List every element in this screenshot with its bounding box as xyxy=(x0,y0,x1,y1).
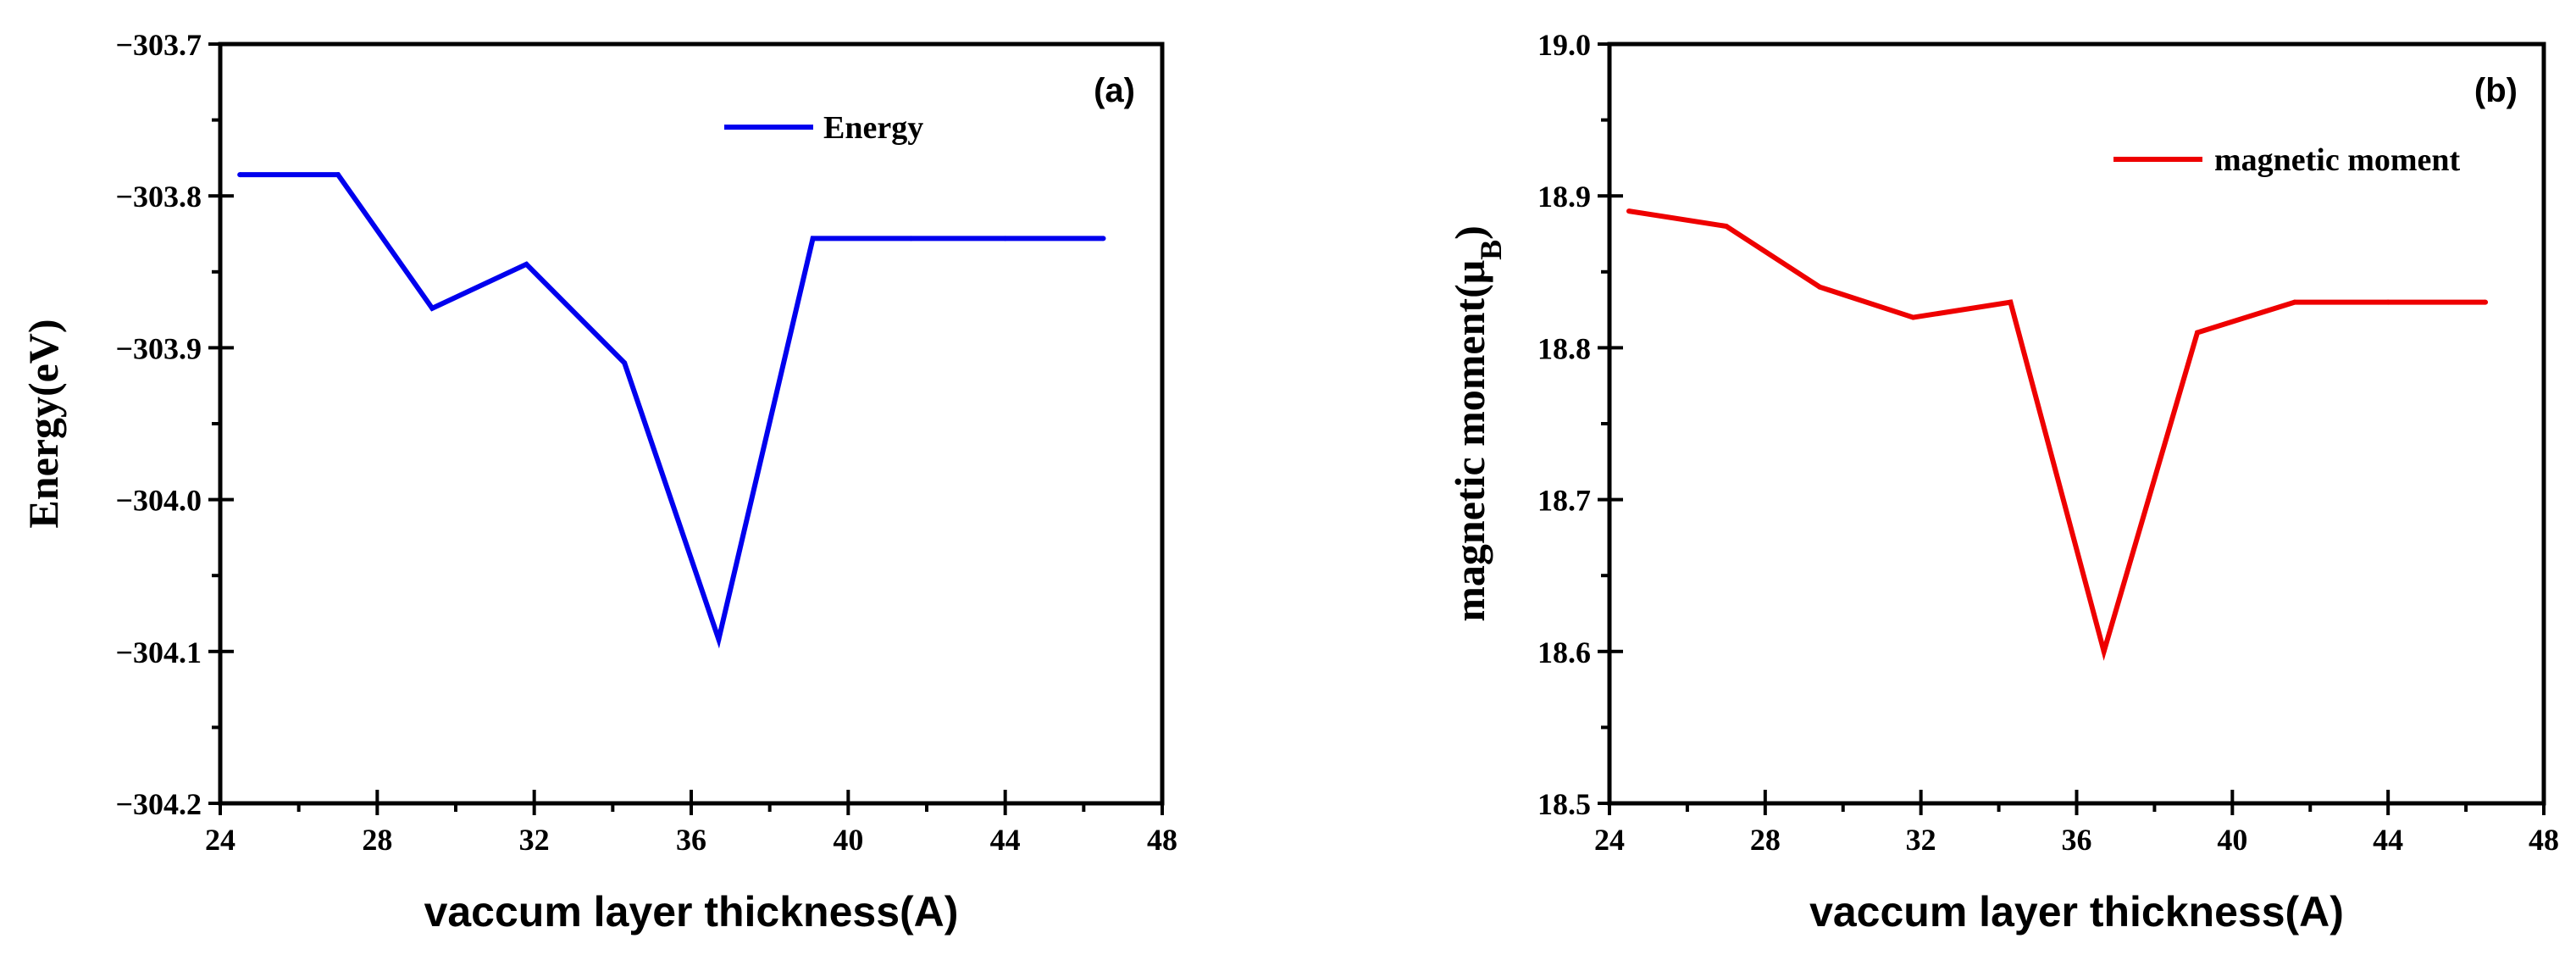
panel-a-data-point xyxy=(524,261,529,267)
panel-a-x-tick-label: 48 xyxy=(1147,823,1177,857)
panel-a-y-tick-label: −304.2 xyxy=(115,787,202,821)
panel-b-y-axis-title: magnetic moment(μB) xyxy=(1446,225,1508,622)
panel-a-data-point xyxy=(335,172,341,178)
panel-b-x-tick-label: 48 xyxy=(2529,823,2559,857)
panel-a-y-tick-label: −303.9 xyxy=(115,331,202,365)
panel-b-y-tick-label: 18.9 xyxy=(1537,180,1591,214)
panel-b-x-tick-label: 40 xyxy=(2217,823,2247,857)
panel-b-panel-label: (b) xyxy=(2474,72,2518,109)
panel-b-data-point xyxy=(2385,299,2391,305)
panel-a-plot-frame xyxy=(218,42,1165,806)
panel-a-y-tick-label: −304.0 xyxy=(115,484,202,518)
panel-b-data-point xyxy=(1817,284,1823,290)
panel-a-x-tick-label: 32 xyxy=(519,823,550,857)
panel-b-y-tick-label: 18.6 xyxy=(1537,636,1591,669)
panel-a-panel-label: (a) xyxy=(1094,72,1135,109)
panel-b-x-tick-label: 44 xyxy=(2373,823,2403,857)
panel-a-data-point xyxy=(1002,236,1008,242)
panel-a-data-point xyxy=(1100,236,1106,242)
panel-b-magnetic-moment-chart: 24 28 32 36 40 44 48 18.5 18.6 18.7 18.8 18.9 19.0 va… xyxy=(1446,28,2559,936)
panel-b-data-point xyxy=(1723,224,1729,230)
panel-a-y-tick-label: −303.7 xyxy=(115,28,202,62)
panel-a-y-tick-label: −304.1 xyxy=(115,636,202,669)
panel-a-data-point xyxy=(810,236,816,242)
panel-a-x-tick-label: 24 xyxy=(205,823,235,857)
panel-a-data-point xyxy=(429,305,435,311)
panel-b-data-point xyxy=(2008,299,2014,305)
panel-a-data-point xyxy=(622,360,628,366)
panel-b-series-line xyxy=(1628,208,2486,661)
panel-a-data-point xyxy=(908,236,914,242)
panel-a-x-tick-label: 28 xyxy=(362,823,392,857)
panel-a-x-tick-label: 36 xyxy=(676,823,706,857)
panel-b-data-point xyxy=(1626,208,1631,214)
panel-b-data-point xyxy=(2101,648,2107,654)
panel-b-y-tick-label: 18.7 xyxy=(1537,484,1591,518)
panel-a-data-point xyxy=(716,636,722,642)
panel-b-x-tick-label: 24 xyxy=(1594,823,1625,857)
panel-b-y-tick-label: 18.5 xyxy=(1537,787,1591,821)
panel-b-data-point xyxy=(1910,314,1916,320)
panel-b-x-axis-title: vaccum layer thickness(A) xyxy=(1809,888,2344,936)
panel-b-data-point xyxy=(2291,299,2297,305)
panel-a-data-point xyxy=(237,172,243,178)
panel-a-y-tick-label: −303.8 xyxy=(115,180,202,214)
panel-b-y-tick-label: 18.8 xyxy=(1537,331,1591,365)
panel-b-data-point xyxy=(2194,330,2200,336)
panel-a-legend-label: Energy xyxy=(823,110,923,146)
panel-b-data-point xyxy=(2483,299,2489,305)
panel-a-x-axis-title: vaccum layer thickness(A) xyxy=(424,888,959,936)
panel-b-y-tick-label: 19.0 xyxy=(1537,28,1591,62)
panel-b-x-tick-label: 36 xyxy=(2062,823,2092,857)
panel-b-legend-label: magnetic moment xyxy=(2214,142,2461,178)
panel-a-x-tick-label: 44 xyxy=(990,823,1021,857)
panel-a-energy-chart: 24 28 32 36 40 44 48 −304.2 −304.1 −304.0 −303.9 −3… xyxy=(19,28,1177,936)
panel-b-x-tick-label: 32 xyxy=(1906,823,1936,857)
panel-a-series-line xyxy=(240,172,1104,649)
panel-a-y-axis-title: Energy(eV) xyxy=(19,319,67,528)
panel-a-x-tick-label: 40 xyxy=(833,823,863,857)
panel-b-x-tick-label: 28 xyxy=(1750,823,1781,857)
